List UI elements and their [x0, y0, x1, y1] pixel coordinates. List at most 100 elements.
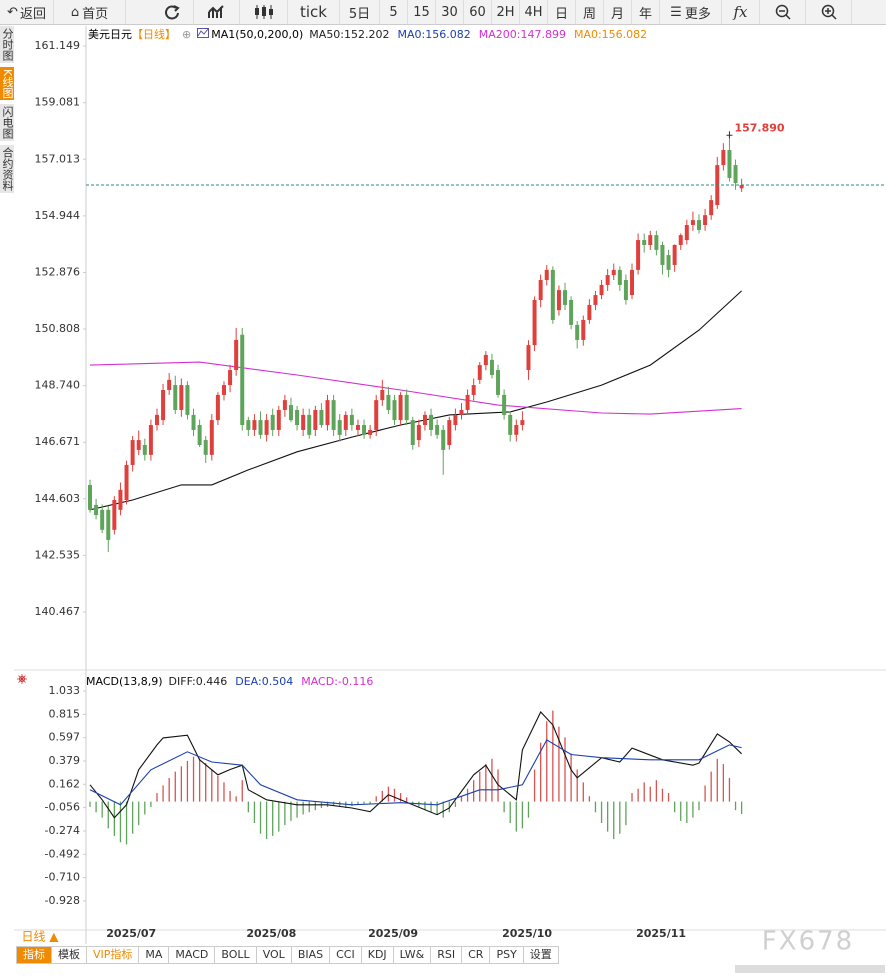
y-tick-label: 150.808: [35, 322, 81, 335]
period-button[interactable]: 30: [436, 0, 464, 24]
zoom-out-button[interactable]: [760, 0, 806, 24]
candle-body: [636, 240, 641, 270]
tab[interactable]: MACD: [169, 946, 216, 964]
candle-body: [264, 420, 269, 435]
candle-body: [313, 409, 318, 430]
x-tick-label: 2025/08: [246, 927, 296, 940]
candle-body: [124, 464, 129, 500]
y-tick-label: 152.876: [35, 265, 81, 278]
label: 首页: [82, 6, 109, 22]
side-tab[interactable]: 闪电图: [0, 104, 14, 142]
tab[interactable]: 指标: [16, 946, 52, 964]
candle-body: [234, 339, 239, 371]
indicator: MA1(50,0,200,0): [211, 27, 304, 41]
settings-icon[interactable]: ⊕: [182, 27, 192, 41]
tab[interactable]: BOLL: [215, 946, 257, 964]
period-button[interactable]: 2H: [492, 0, 520, 24]
home-button[interactable]: ⌂ 首页: [54, 0, 126, 24]
side-tab[interactable]: K线图: [0, 67, 14, 101]
y-tick-label: 157.013: [35, 152, 81, 165]
candle-body: [136, 440, 141, 450]
period-button[interactable]: 5日: [340, 0, 380, 24]
period-button[interactable]: 月: [604, 0, 632, 24]
indicator-line: [89, 739, 742, 806]
period: 【日线】: [132, 28, 176, 41]
zoom-in-button[interactable]: [806, 0, 852, 24]
tab[interactable]: PSY: [490, 946, 524, 964]
formula-button[interactable]: fx: [722, 0, 760, 24]
candle-body: [410, 420, 415, 445]
indicator-line: [89, 711, 742, 819]
period-button[interactable]: tick: [288, 0, 340, 24]
candle-body: [118, 489, 123, 510]
tab[interactable]: CR: [462, 946, 491, 964]
candle-body: [739, 185, 744, 189]
period-button[interactable]: 60: [464, 0, 492, 24]
candle-body: [599, 284, 604, 296]
tab[interactable]: KDJ: [361, 946, 394, 964]
period-button[interactable]: 日: [548, 0, 576, 24]
side-tab[interactable]: 合约资料: [0, 145, 14, 194]
candle-body: [429, 414, 434, 430]
tab[interactable]: 设置: [523, 946, 559, 964]
side-tab[interactable]: 分时图: [0, 26, 14, 63]
candle-body: [623, 280, 628, 300]
candle-body: [703, 215, 708, 226]
legend-entry: MA50:152.202: [309, 27, 390, 41]
y-tick-label: 0.379: [49, 754, 81, 767]
period-button[interactable]: 周: [576, 0, 604, 24]
tab[interactable]: CCI: [330, 946, 362, 964]
label: 返回: [19, 6, 46, 22]
candle-body: [392, 400, 397, 421]
ma-icon: [197, 27, 210, 41]
candle-body: [684, 225, 689, 241]
tab[interactable]: VIP指标: [87, 946, 140, 964]
refresh-button[interactable]: [150, 0, 194, 24]
candle-body: [642, 240, 647, 245]
tab[interactable]: BIAS: [291, 946, 331, 964]
candle-body: [94, 504, 99, 516]
y-tick-label: 0.597: [49, 731, 81, 744]
back-button[interactable]: ↶ 返回: [0, 0, 54, 24]
indicator-line: [89, 361, 742, 415]
period-button[interactable]: 年: [632, 0, 660, 24]
y-tick-label: -0.492: [45, 847, 80, 860]
legend-entry: DEA:0.504: [235, 674, 294, 688]
candle-body: [167, 379, 172, 391]
period-button[interactable]: 15: [408, 0, 436, 24]
tab[interactable]: LW&: [393, 946, 432, 964]
candle-body: [142, 444, 147, 455]
candle-body: [514, 425, 519, 435]
candle-body: [246, 420, 251, 430]
legend-entry: MA0:156.082: [573, 27, 648, 41]
macd-icon: [17, 674, 27, 684]
line-chart-button[interactable]: [194, 0, 240, 24]
tab[interactable]: VOL: [256, 946, 292, 964]
candle-body: [465, 394, 470, 410]
tab[interactable]: RSI: [431, 946, 463, 964]
candle-body: [331, 400, 336, 430]
period-button[interactable]: 4H: [520, 0, 548, 24]
icon: [775, 4, 791, 20]
candle-body: [502, 394, 507, 415]
candle-body: [563, 290, 568, 305]
more-button[interactable]: ☰ 更多: [660, 0, 722, 24]
candle-button[interactable]: [240, 0, 288, 24]
scrollbar[interactable]: [735, 965, 885, 973]
candle-body: [453, 414, 458, 426]
period-button[interactable]: 日线 ▲: [21, 930, 59, 944]
tab[interactable]: MA: [139, 946, 170, 964]
period-button[interactable]: 5: [380, 0, 408, 24]
candle-body: [496, 370, 501, 395]
candle-body: [648, 235, 653, 245]
candle-body: [295, 409, 300, 426]
y-tick-label: -0.274: [45, 824, 80, 837]
candle-body: [209, 420, 214, 455]
tab[interactable]: 模板: [52, 946, 87, 964]
candle-body: [587, 304, 592, 320]
candle-body: [697, 220, 701, 230]
candle-body: [690, 220, 695, 226]
indicator: MACD(13,8,9): [86, 674, 163, 688]
x-tick-label: 2025/07: [106, 927, 156, 940]
